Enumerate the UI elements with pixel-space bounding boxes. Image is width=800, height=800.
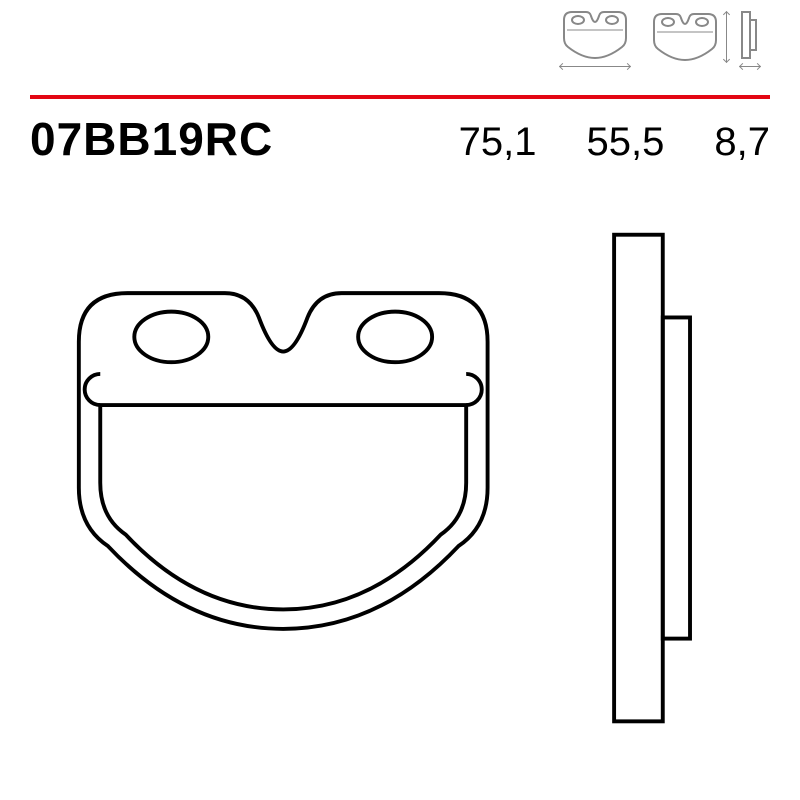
divider-red-line xyxy=(30,95,770,99)
part-number: 07BB19RC xyxy=(30,112,273,166)
mount-hole-right xyxy=(358,312,432,363)
icon-thickness-dim xyxy=(740,10,760,72)
dim-arrow-height-icon xyxy=(722,12,732,62)
icon-row xyxy=(560,10,760,72)
technical-drawing xyxy=(30,225,770,770)
friction-pad-outline xyxy=(100,405,466,609)
front-view xyxy=(79,293,488,629)
dim-thickness-value: 8,7 xyxy=(714,120,770,165)
spec-row: 07BB19RC 75,1 55,5 8,7 xyxy=(30,112,770,166)
drawing-svg xyxy=(30,225,770,770)
dim-arrow-width-icon xyxy=(560,62,630,72)
side-backing-plate xyxy=(614,235,663,722)
dim-arrow-thickness-icon xyxy=(740,62,760,72)
notch-right xyxy=(466,374,482,405)
icon-width-dim xyxy=(560,10,630,72)
brake-pad-front-icon xyxy=(650,12,720,62)
icon-height-dim xyxy=(650,12,720,72)
side-view xyxy=(614,235,690,722)
notch-left xyxy=(85,374,101,405)
dim-height-value: 55,5 xyxy=(587,120,665,165)
mount-hole-left xyxy=(134,312,208,363)
diagram-container: 07BB19RC 75,1 55,5 8,7 xyxy=(0,0,800,800)
dimensions-group: 75,1 55,5 8,7 xyxy=(459,120,770,165)
side-friction-material xyxy=(663,317,690,638)
brake-pad-side-icon xyxy=(740,10,760,60)
brake-pad-front-icon xyxy=(560,10,630,60)
dim-width-value: 75,1 xyxy=(459,120,537,165)
